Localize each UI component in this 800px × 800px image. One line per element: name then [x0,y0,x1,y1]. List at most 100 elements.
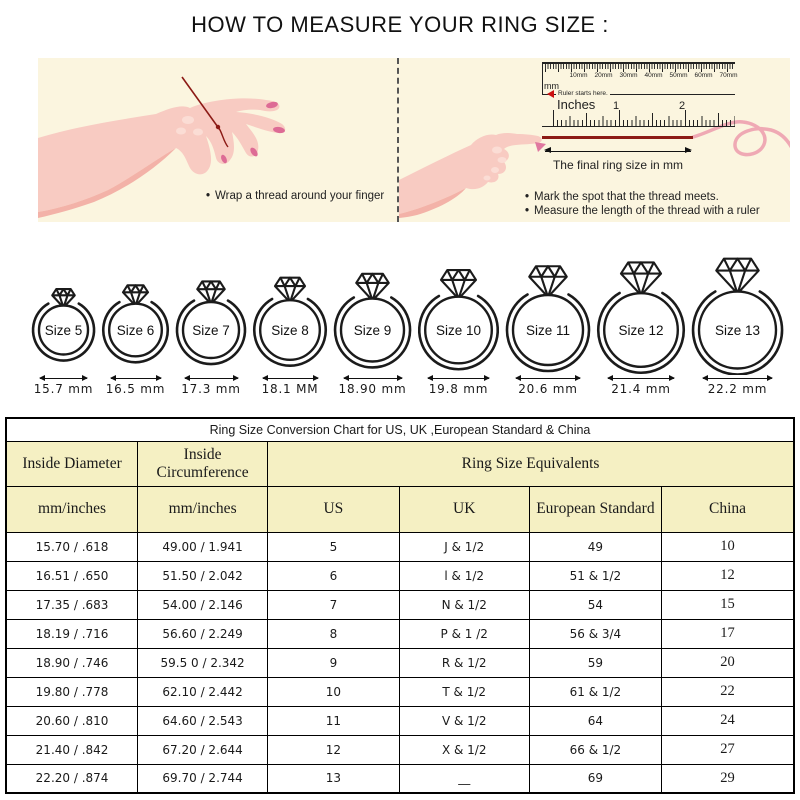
subheader-us: US [267,485,400,533]
cell-us: 10 [267,676,400,707]
final-size-arrow [544,147,692,154]
cell-uk: T & 1/2 [398,676,530,707]
inch-number: 2 [679,100,686,112]
arm-shadow [38,148,176,218]
diameter-arrow [183,374,239,381]
header-inside-diameter: Inside Diameter [5,440,139,487]
ring-illustration: Size 12 [597,261,685,375]
mm-label: 70mm [719,72,738,79]
final-size-label: The final ring size in mm [552,158,684,172]
ring-size-label: Size 12 [618,323,663,338]
ring-band-inner [37,304,90,356]
ruler: 10mm 20mm 30mm 40mm 50mm 60mm 70mm mm Ru… [542,62,738,127]
table-title-row: Ring Size Conversion Chart for US, UK ,E… [5,417,795,442]
ring-diagram: Size 7 17.3 mm [174,245,248,396]
table-group-header-row: Inside Diameter Inside Circumference Rin… [5,440,795,487]
cell-us: 7 [267,589,400,620]
inch-number: 1 [613,100,620,112]
ring-illustration: Size 11 [505,265,591,373]
bullet-dot-icon [206,190,215,202]
header-ring-size-equivalents: Ring Size Equivalents [267,440,795,487]
cell-european-standard: 59 [528,647,663,678]
ring-illustration: Size 6 [101,284,170,364]
ring-band-outer [253,297,327,367]
arm-shadow [399,188,466,218]
diameter-arrow [342,374,403,381]
cell-inside-circumference: 67.20 / 2.644 [137,734,269,765]
table-row: 17.35 / .683 54.00 / 2.146 7 N & 1/2 54 15 [5,589,795,620]
diameter-arrow [607,374,675,381]
mm-label: 60mm [694,72,713,79]
cell-inside-diameter: 15.70 / .618 [5,531,139,562]
subheader-european-standard: European Standard [528,485,663,533]
ruler-mm-ticks [542,62,735,72]
instruction-bullet: Mark the spot that the thread meets. [525,191,719,203]
knuckle-highlight [483,175,491,181]
diameter-arrow [109,374,162,381]
ring-band-outer [505,293,591,373]
cell-china: 29 [661,763,795,794]
cell-us: 13 [267,763,400,794]
pointing-hand-illustration [399,120,790,218]
ring-band-inner [108,302,163,358]
cell-inside-diameter: 22.20 / .874 [5,763,139,794]
table-row: 15.70 / .618 49.00 / 1.941 5 J & 1/2 49 10 [5,531,795,562]
cell-us: 5 [267,531,400,562]
cell-china: 15 [661,589,795,620]
table-title: Ring Size Conversion Chart for US, UK ,E… [5,417,795,442]
header-inside-circumference: Inside Circumference [137,440,269,487]
cell-uk: J & 1/2 [398,531,530,562]
ruler-start-note: Ruler starts here. [556,90,610,97]
fingernail [250,147,258,157]
ring-band-inner [424,295,493,365]
cell-china: 17 [661,618,795,649]
cell-european-standard: 49 [528,531,663,562]
cell-us: 6 [267,560,400,591]
diamond-icon [273,276,307,304]
ring-illustration: Size 10 [417,269,500,371]
table-row: 22.20 / .874 69.70 / 2.744 13 __ 69 29 [5,763,795,794]
cell-us: 11 [267,705,400,736]
cell-european-standard: 66 & 1/2 [528,734,663,765]
ring-diameter-label: 21.4 mm [611,382,671,396]
ruler-left-edge [542,62,543,95]
ring-diagram: Size 12 21.4 mm [595,245,687,396]
cell-uk: V & 1/2 [398,705,530,736]
measured-thread [542,136,693,139]
ring-band-outer [417,294,500,371]
cell-china: 10 [661,531,795,562]
ring-size-label: Size 7 [192,323,230,338]
thread-tail [219,129,229,148]
cell-european-standard: 51 & 1/2 [528,560,663,591]
cell-uk: X & 1/2 [398,734,530,765]
fingernail [273,126,285,134]
cell-european-standard: 69 [528,763,663,794]
cell-china: 20 [661,647,795,678]
ring-diagram: Size 6 16.5 mm [100,245,171,396]
ring-diameter-label: 16.5 mm [105,382,166,396]
cell-inside-circumference: 54.00 / 2.146 [137,589,269,620]
ring-size-label: Size 10 [436,323,481,338]
bullet-dot-icon [525,191,534,203]
subheader-china: China [661,485,795,533]
cell-european-standard: 54 [528,589,663,620]
table-row: 19.80 / .778 62.10 / 2.442 10 T & 1/2 61 & 1… [5,676,795,707]
knuckle-highlight [193,128,203,136]
cell-uk: __ [398,763,530,794]
cell-inside-circumference: 49.00 / 1.941 [137,531,269,562]
page-title: HOW TO MEASURE YOUR RING SIZE : [191,12,609,37]
ring-diagram: Size 10 19.8 mm [416,245,501,396]
ring-size-label: Size 8 [271,323,309,338]
fingernail [221,154,227,164]
thread-curl [691,120,790,157]
instruction-panels: Wrap a thread around your finger 10mm 20… [38,58,790,222]
cell-china: 22 [661,676,795,707]
ruler-mid-line [542,94,735,95]
instruction-bullet: Wrap a thread around your finger [206,190,384,202]
ring-band-inner [511,293,585,367]
ring-size-label: Size 13 [715,323,760,338]
ring-size-label: Size 5 [45,323,83,338]
knuckle-highlight [176,127,186,135]
diamond-icon [196,280,226,306]
ring-illustration: Size 5 [31,287,96,362]
